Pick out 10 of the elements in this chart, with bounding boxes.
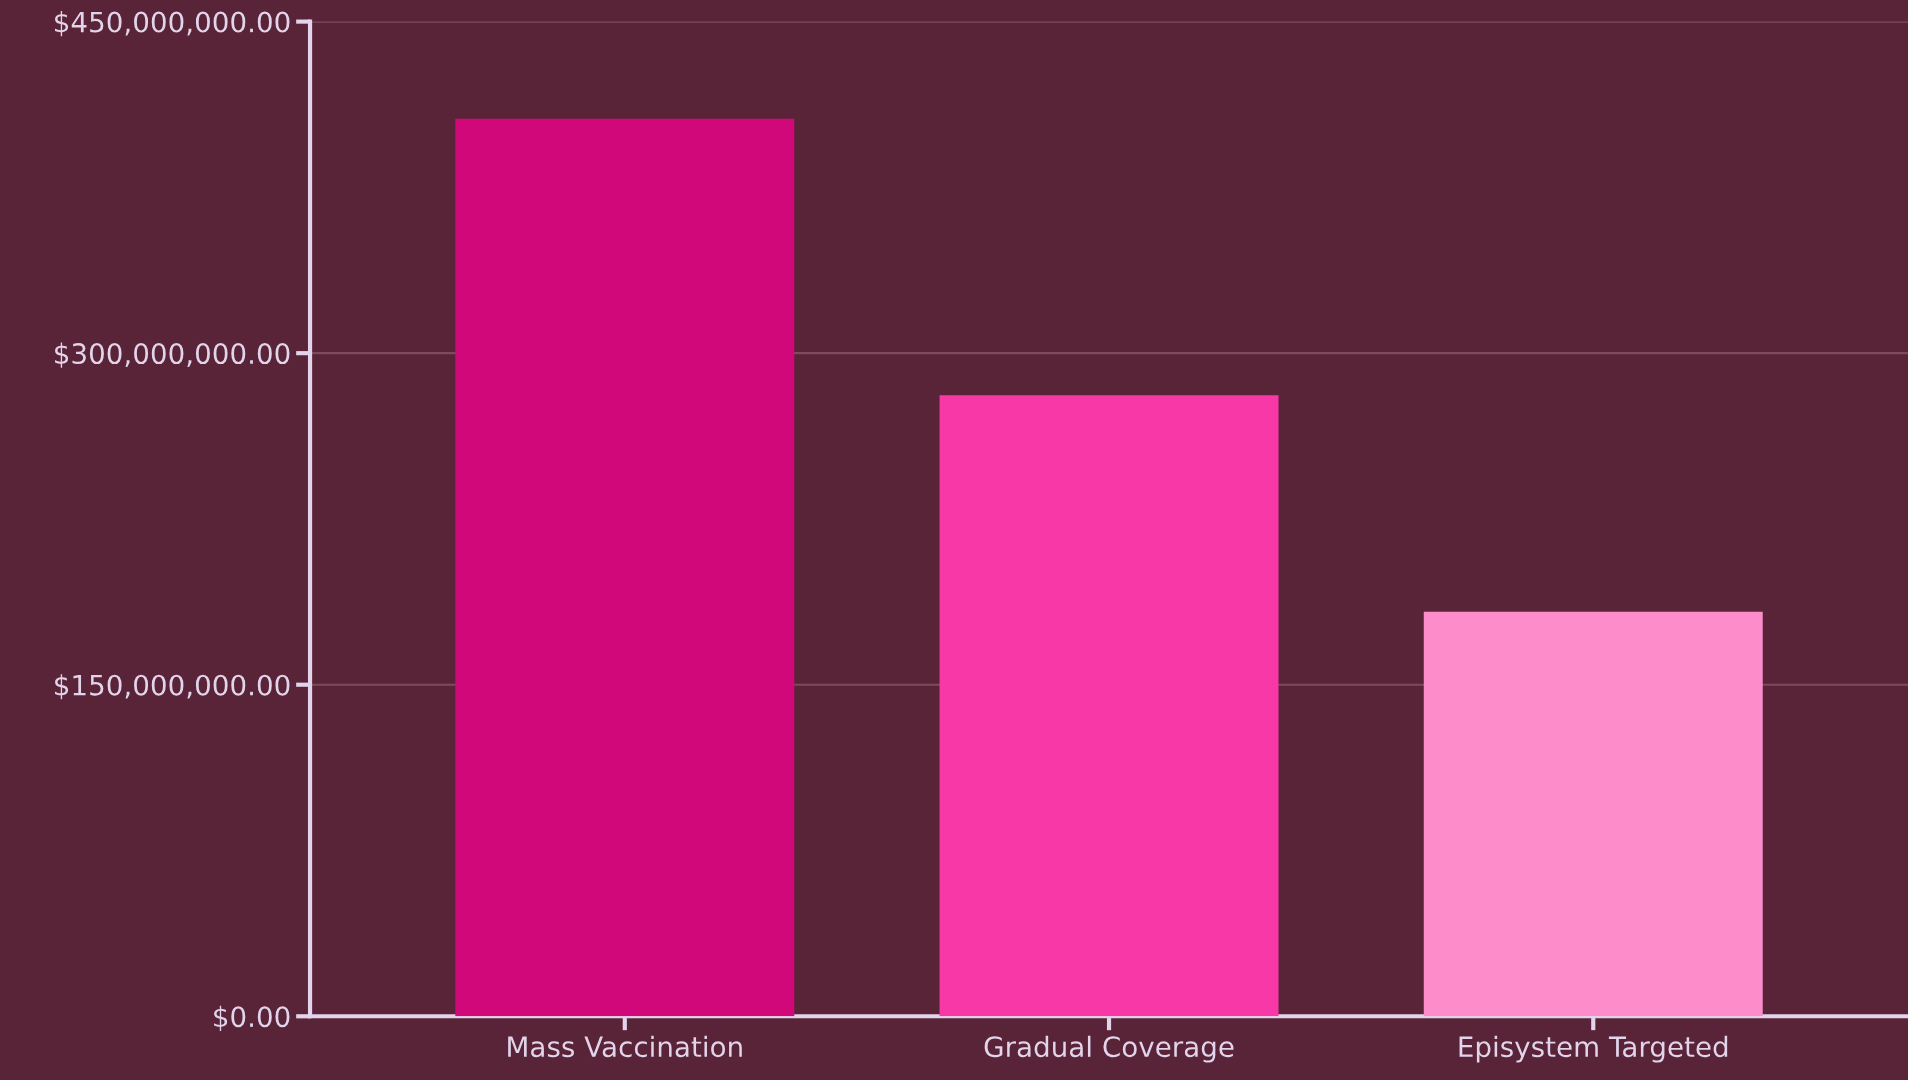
x-tick-label: Gradual Coverage [984,1035,1234,1063]
bar [1423,611,1763,1017]
bar [939,395,1279,1017]
y-tick-label: $0.00 [214,1005,290,1031]
y-tick-label: $150,000,000.00 [55,674,290,700]
y-tick-label: $450,000,000.00 [55,11,290,37]
x-tick-label: Episystem Targeted [1459,1035,1728,1063]
x-tick-label: Mass Vaccination [508,1035,742,1058]
bar [455,118,795,1017]
y-tick-label: $300,000,000.00 [55,342,290,368]
